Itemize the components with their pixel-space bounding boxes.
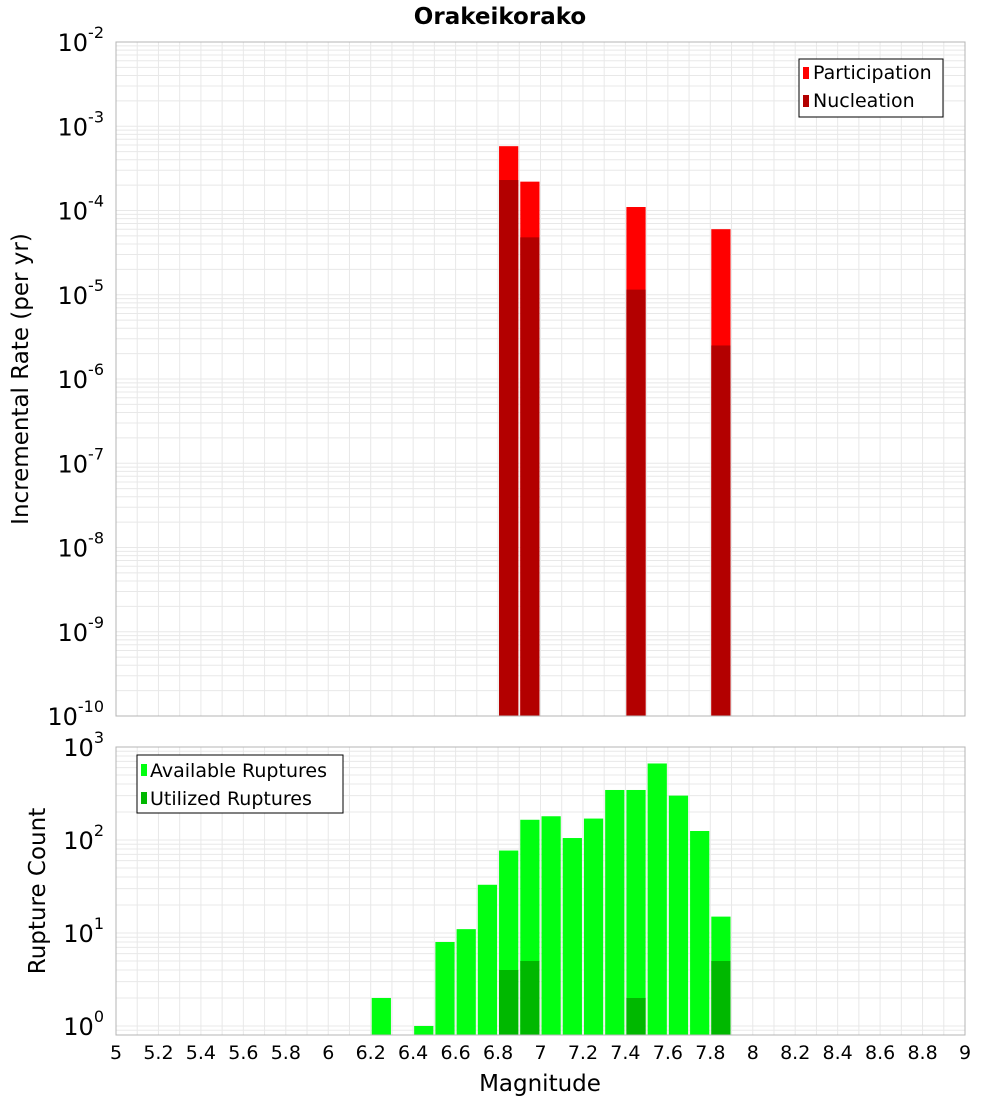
available-ruptures-bar	[435, 942, 455, 1035]
x-tick-label: 6.4	[398, 1042, 428, 1064]
x-tick-label: 7.2	[568, 1042, 598, 1064]
available-ruptures-bar	[562, 838, 582, 1035]
x-tick-label: 5.4	[186, 1042, 216, 1064]
count-y-tick-label: 101	[63, 914, 104, 948]
x-tick-label: 7.6	[653, 1042, 683, 1064]
x-tick-label: 8.8	[907, 1042, 937, 1064]
x-tick-label: 5.2	[143, 1042, 173, 1064]
count-y-axis-label: Rupture Count	[25, 808, 51, 974]
rate-y-tick-label: 10-3	[58, 107, 105, 141]
legend-available-label: Available Ruptures	[150, 760, 327, 782]
rate-y-tick-label: 10-9	[58, 613, 105, 647]
x-axis-label: Magnitude	[479, 1071, 601, 1097]
count-y-tick-label: 102	[63, 821, 104, 855]
x-tick-label: 9	[959, 1042, 971, 1064]
count-y-tick-label: 103	[63, 728, 104, 762]
available-ruptures-bar	[668, 795, 689, 1035]
legend-utilized-swatch	[141, 792, 147, 804]
nucleation-bar	[626, 289, 646, 716]
rate-y-tick-label: 10-10	[47, 697, 104, 731]
available-ruptures-bar	[690, 830, 710, 1035]
x-tick-label: 5.8	[271, 1042, 301, 1064]
chart-title: Orakeikorako	[414, 4, 586, 30]
x-tick-label: 6.6	[440, 1042, 470, 1064]
x-tick-label: 8.2	[780, 1042, 810, 1064]
x-tick-label: 8.4	[823, 1042, 853, 1064]
available-ruptures-bar	[371, 997, 391, 1035]
count-plot-bars	[371, 763, 731, 1035]
available-ruptures-bar	[541, 816, 561, 1035]
legend-participation-label: Participation	[813, 62, 932, 84]
rate-legend-box	[798, 58, 944, 118]
rate-legend: Participation Nucleation	[798, 58, 944, 118]
rate-y-tick-label: 10-8	[58, 529, 105, 563]
count-plot-frame	[115, 746, 966, 1036]
available-ruptures-bar	[456, 929, 476, 1035]
x-tick-label: 7.4	[610, 1042, 640, 1064]
x-tick-label: 8	[747, 1042, 759, 1064]
rate-y-tick-label: 10-2	[58, 23, 105, 57]
rate-y-tick-label: 10-4	[58, 192, 105, 226]
available-ruptures-bar	[626, 789, 646, 1035]
rate-plot-grid	[115, 41, 966, 717]
x-tick-label: 7.8	[695, 1042, 725, 1064]
x-tick-label: 8.6	[865, 1042, 895, 1064]
count-plot-panel: 103 102 101 100 5 5.2 5.4 5.6 5.8 6 6.2 6.4 6.6 6.8 7…	[25, 728, 971, 1097]
available-ruptures-bar	[583, 818, 604, 1035]
rate-y-axis-label: Incremental Rate (per yr)	[8, 233, 34, 525]
rate-y-tick-labels: 10-2 10-3 10-4 10-5 10-6 10-7 10-8 10-9 10-10	[47, 23, 104, 731]
x-tick-label: 7	[534, 1042, 546, 1064]
available-ruptures-bar	[477, 884, 498, 1035]
rate-y-tick-label: 10-7	[58, 444, 105, 478]
count-legend: Available Ruptures Utilized Ruptures	[136, 754, 344, 814]
utilized-ruptures-bar	[626, 997, 646, 1035]
rate-y-tick-label: 10-6	[58, 360, 105, 394]
legend-nucleation-swatch	[803, 95, 809, 107]
x-tick-label: 6.2	[356, 1042, 386, 1064]
x-tick-label: 6.8	[483, 1042, 513, 1064]
legend-nucleation-label: Nucleation	[813, 90, 915, 112]
count-y-tick-labels: 103 102 101 100	[63, 728, 104, 1041]
x-tick-label: 5.6	[228, 1042, 258, 1064]
utilized-ruptures-bar	[711, 960, 731, 1035]
available-ruptures-bar	[605, 789, 625, 1035]
rate-y-tick-label: 10-5	[58, 276, 105, 310]
nucleation-bar	[520, 237, 540, 717]
available-ruptures-bar	[647, 763, 667, 1035]
magnitude-x-tick-labels: 5 5.2 5.4 5.6 5.8 6 6.2 6.4 6.6 6.8 7 7.2 7.4 7.6 7.8 8…	[110, 1042, 971, 1064]
available-ruptures-bar	[414, 1025, 434, 1035]
count-legend-box	[136, 754, 344, 814]
nucleation-bar	[711, 345, 731, 716]
nucleation-bar	[499, 180, 519, 717]
rate-plot-bars	[499, 146, 731, 717]
count-y-tick-label: 100	[63, 1007, 104, 1041]
utilized-ruptures-bar	[499, 969, 519, 1035]
rate-plot-panel: 10-2 10-3 10-4 10-5 10-6 10-7 10-8 10-9 10-10 In…	[8, 23, 966, 731]
legend-available-swatch	[141, 764, 147, 776]
rate-plot-frame	[115, 41, 966, 717]
legend-participation-swatch	[803, 67, 809, 79]
utilized-ruptures-bar	[520, 960, 540, 1035]
legend-utilized-label: Utilized Ruptures	[150, 788, 312, 810]
x-tick-label: 5	[110, 1042, 122, 1064]
x-tick-label: 6	[322, 1042, 334, 1064]
